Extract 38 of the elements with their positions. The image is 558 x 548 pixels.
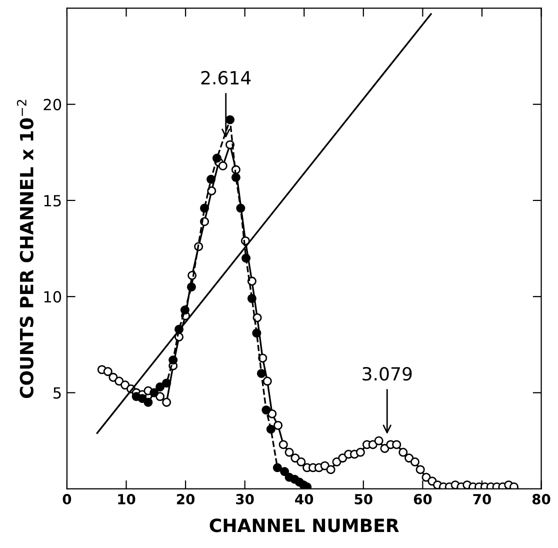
y-tick-label: 10: [44, 291, 62, 303]
point: [236, 204, 246, 213]
y-tick-label: 15: [44, 195, 61, 206]
point: [162, 378, 172, 388]
point: [156, 382, 165, 392]
x-tick-label: 20: [176, 494, 195, 504]
y-tick-label: 20: [44, 98, 62, 110]
point: [180, 306, 190, 315]
point: [200, 204, 210, 213]
point: [168, 356, 178, 365]
x-tick-label: 70: [473, 494, 491, 504]
x-tick-label: 30: [236, 494, 254, 504]
y-axis-title: COUNTS PER CHANNEL x 10$^{−2}$: [16, 100, 34, 398]
point: [206, 174, 216, 184]
x-tick-label: 40: [295, 494, 314, 504]
point: [272, 463, 282, 472]
point: [266, 424, 276, 434]
point: [212, 154, 222, 163]
x-tick-label: 80: [532, 494, 550, 504]
x-tick-label: 50: [354, 494, 372, 504]
point: [256, 368, 266, 378]
x-tick-label: 10: [118, 494, 136, 504]
annotation: 2.614: [201, 70, 251, 85]
x-axis-title: CHANNEL NUMBER: [210, 518, 399, 532]
point: [225, 115, 235, 124]
point: [241, 254, 251, 263]
x-tick-label: 0: [62, 494, 72, 504]
point: [280, 467, 290, 476]
point: [252, 328, 262, 338]
point: [262, 405, 271, 415]
point: [247, 294, 256, 304]
point: [144, 398, 153, 407]
point: [231, 172, 240, 182]
y-tick-label: 5: [54, 387, 61, 399]
annotation: 3.079: [362, 366, 412, 381]
point: [186, 282, 196, 292]
x-tick-label: 60: [414, 494, 432, 504]
point: [150, 388, 159, 398]
